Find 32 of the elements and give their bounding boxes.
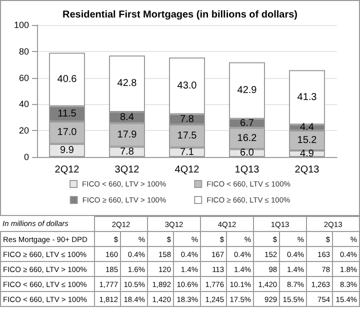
data-label: 43.0 — [177, 80, 198, 92]
data-label: 4.9 — [300, 148, 314, 160]
data-label: 7.8 — [120, 146, 134, 158]
y-tick-label: 60 — [18, 72, 29, 83]
data-label: 42.8 — [117, 78, 138, 90]
data-label: 6.0 — [240, 148, 254, 159]
data-label: 7.8 — [180, 114, 194, 125]
data-label: 16.2 — [237, 132, 258, 144]
y-tick-label: 0 — [24, 152, 29, 162]
data-label: 9.9 — [60, 144, 74, 156]
data-label: 4.4 — [300, 122, 314, 134]
data-label: 17.9 — [117, 129, 138, 140]
x-tick-label: 3Q12 — [114, 164, 140, 176]
x-tick-label: 2Q13 — [294, 164, 320, 176]
data-label: 15.2 — [297, 135, 318, 146]
x-tick-label: 4Q12 — [174, 164, 200, 176]
y-tick-label: 80 — [18, 46, 29, 56]
data-label: 17.0 — [57, 127, 78, 138]
y-tick-label: 40 — [18, 99, 29, 110]
y-tick-label: 100 — [14, 20, 29, 30]
chart-title: Residential First Mortgages (in billions of dollars) — [62, 10, 298, 20]
data-label: 17.5 — [177, 130, 198, 142]
data-label: 11.5 — [58, 108, 77, 120]
data-label: 8.4 — [120, 112, 134, 124]
data-label: 7.1 — [180, 146, 194, 158]
data-label: 6.7 — [240, 118, 254, 129]
y-tick-label: 20 — [18, 126, 29, 136]
data-label: 41.3 — [297, 92, 318, 103]
data-label: 42.9 — [237, 85, 258, 96]
x-tick-label: 1Q13 — [234, 164, 260, 176]
x-tick-label: 2Q12 — [54, 164, 80, 176]
data-label: 40.6 — [57, 74, 78, 86]
